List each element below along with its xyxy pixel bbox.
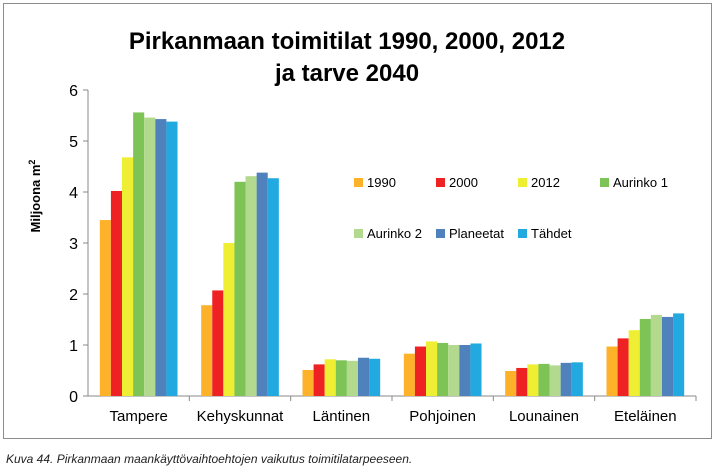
legend-swatch — [436, 229, 445, 238]
bar — [470, 343, 482, 396]
legend-label: 1990 — [367, 175, 396, 190]
bar — [267, 178, 279, 396]
bar — [673, 313, 685, 396]
bar — [459, 345, 471, 396]
bar — [245, 176, 257, 396]
bar — [560, 362, 572, 396]
legend-swatch — [354, 229, 363, 238]
bar — [223, 243, 235, 396]
chart-title-line-2: ja tarve 2040 — [274, 60, 419, 87]
y-tick-label: 5 — [69, 134, 78, 151]
x-category-label: Pohjoinen — [409, 408, 476, 425]
chart: Pirkanmaan toimitilat 1990, 2000, 2012 j… — [27, 28, 697, 425]
legend-label: Aurinko 1 — [613, 175, 668, 190]
y-tick-label: 1 — [69, 338, 78, 355]
bar — [628, 330, 640, 396]
bar — [538, 363, 550, 396]
bar — [448, 345, 460, 396]
bar — [571, 362, 583, 396]
legend-swatch — [518, 229, 527, 238]
bar — [201, 305, 213, 396]
bar — [122, 157, 134, 396]
bar — [110, 190, 123, 396]
bar — [166, 121, 178, 397]
bar — [212, 290, 224, 396]
x-category-label: Kehyskunnat — [197, 408, 285, 425]
bar — [302, 369, 314, 396]
legend-swatch — [518, 178, 527, 187]
legend-label: 2000 — [449, 175, 478, 190]
bar — [335, 360, 347, 396]
bar — [617, 338, 629, 396]
chart-title-line-1: Pirkanmaan toimitilat 1990, 2000, 2012 — [129, 28, 565, 55]
bar — [346, 360, 358, 396]
x-category-label: Eteläinen — [614, 408, 677, 425]
bar — [606, 346, 618, 396]
legend-swatch — [354, 178, 363, 187]
legend-label: 2012 — [531, 175, 560, 190]
legend-swatch — [600, 178, 609, 187]
bar — [650, 314, 662, 396]
figure-caption: Kuva 44. Pirkanmaan maankäyttövaihtoehto… — [6, 452, 413, 466]
chart-frame: Pirkanmaan toimitilat 1990, 2000, 2012 j… — [3, 3, 712, 439]
bar — [516, 367, 528, 396]
legend-swatch — [436, 178, 445, 187]
bar — [414, 346, 427, 396]
legend-label: Planeetat — [449, 226, 504, 241]
bar — [144, 117, 156, 396]
y-tick-label: 6 — [69, 83, 78, 100]
bar — [437, 342, 449, 396]
x-category-label: Läntinen — [313, 408, 371, 425]
bar — [155, 119, 167, 396]
bar — [639, 318, 651, 396]
bar — [505, 371, 517, 396]
y-tick-label: 2 — [69, 287, 78, 304]
bar — [369, 358, 381, 396]
plot-area: 0 1 2 3 4 5 6 Tampere Kehyskunnat Läntinen Pohjoin… — [69, 83, 697, 425]
bar — [661, 316, 674, 396]
bar — [527, 364, 539, 396]
bar — [357, 357, 370, 396]
y-axis-label: Miljoona m2 — [27, 160, 43, 233]
bar — [256, 172, 268, 396]
y-tick-label: 4 — [69, 185, 78, 202]
bar — [313, 364, 325, 396]
bar — [234, 181, 246, 396]
bar — [426, 341, 438, 396]
bar — [133, 112, 145, 396]
bar — [403, 353, 415, 396]
y-tick-label: 0 — [69, 389, 78, 406]
bar — [99, 220, 111, 396]
bar — [324, 359, 336, 396]
bar — [549, 365, 561, 396]
legend-label: Aurinko 2 — [367, 226, 422, 241]
x-category-label: Lounainen — [509, 408, 579, 425]
y-tick-label: 3 — [69, 236, 78, 253]
x-category-label: Tampere — [109, 408, 167, 425]
legend-label: Tähdet — [531, 226, 572, 241]
